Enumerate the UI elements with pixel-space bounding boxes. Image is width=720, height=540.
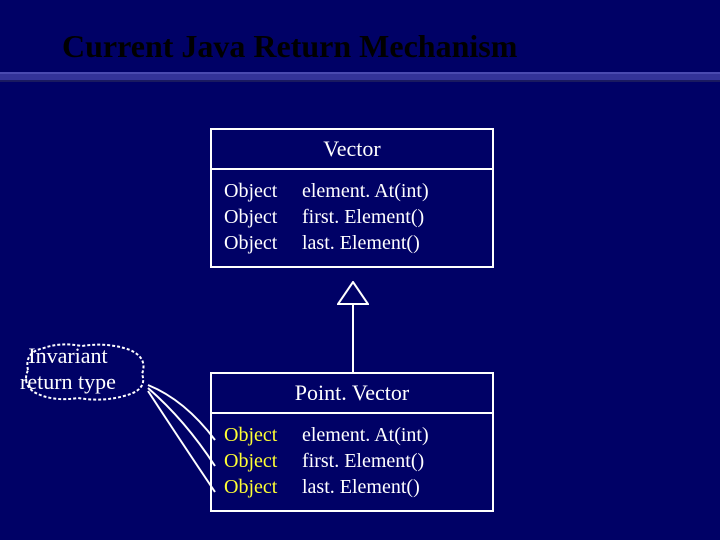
- return-type: Object: [224, 230, 302, 256]
- return-type: Object: [224, 474, 302, 500]
- uml-class-pointvector-name: Point. Vector: [212, 374, 492, 414]
- uml-row: Object element. At(int): [224, 178, 480, 204]
- method-sig: element. At(int): [302, 422, 429, 448]
- return-type: Object: [224, 422, 302, 448]
- slide-title: Current Java Return Mechanism: [62, 28, 517, 65]
- inheritance-line: [352, 303, 354, 373]
- uml-class-vector-body: Object element. At(int) Object first. El…: [212, 170, 492, 266]
- method-sig: last. Element(): [302, 474, 420, 500]
- uml-class-vector-name: Vector: [212, 130, 492, 170]
- return-type: Object: [224, 178, 302, 204]
- method-sig: last. Element(): [302, 230, 420, 256]
- uml-row: Object last. Element(): [224, 230, 480, 256]
- method-sig: element. At(int): [302, 178, 429, 204]
- title-accent-bar: [0, 72, 720, 82]
- uml-class-pointvector: Point. Vector Object element. At(int) Ob…: [210, 372, 494, 512]
- uml-class-vector: Vector Object element. At(int) Object fi…: [210, 128, 494, 268]
- annotation-label: Invariant return type: [20, 343, 116, 396]
- uml-row: Object last. Element(): [224, 474, 480, 500]
- inheritance-arrowhead-icon: [337, 281, 369, 305]
- uml-class-pointvector-body: Object element. At(int) Object first. El…: [212, 414, 492, 510]
- return-type: Object: [224, 204, 302, 230]
- return-type: Object: [224, 448, 302, 474]
- annotation-line1: Invariant: [20, 343, 116, 369]
- uml-row: Object first. Element(): [224, 448, 480, 474]
- uml-row: Object element. At(int): [224, 422, 480, 448]
- uml-row: Object first. Element(): [224, 204, 480, 230]
- method-sig: first. Element(): [302, 448, 424, 474]
- method-sig: first. Element(): [302, 204, 424, 230]
- annotation-line2: return type: [20, 369, 116, 395]
